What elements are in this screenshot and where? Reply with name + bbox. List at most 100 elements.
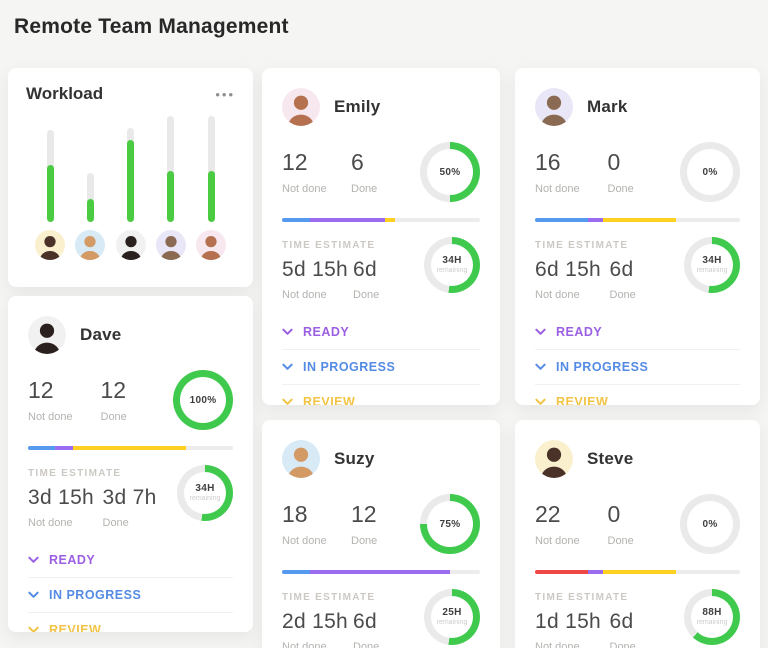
- section-in-progress[interactable]: IN PROGRESS: [282, 349, 480, 384]
- section-review[interactable]: REVIEW: [535, 384, 740, 405]
- section-in-progress[interactable]: IN PROGRESS: [535, 349, 740, 384]
- remaining-text: remaining: [436, 267, 468, 274]
- member-header: Steve: [535, 440, 740, 478]
- done-count: 0: [607, 149, 621, 175]
- done-label: Done: [353, 641, 380, 648]
- not-done-label: Not done: [535, 183, 580, 195]
- workload-bar-column: [74, 116, 106, 260]
- done-label: Done: [607, 183, 634, 195]
- time-estimate-label: TIME ESTIMATE: [28, 468, 122, 479]
- done-stat: 12 Done: [101, 377, 174, 423]
- time-not-done-stat: 6d 15h Not done: [535, 258, 610, 301]
- status-progress-bar: [535, 570, 740, 574]
- section-label: IN PROGRESS: [303, 360, 396, 374]
- member-header: Dave: [28, 316, 233, 354]
- not-done-count: 22: [535, 501, 561, 527]
- ring-percent: 50%: [439, 166, 461, 178]
- time-done-stat: 6d Done: [610, 258, 685, 301]
- avatar: [35, 230, 65, 260]
- avatar: [196, 230, 226, 260]
- member-name: Dave: [80, 325, 122, 344]
- time-not-done-value: 3d 15h: [28, 486, 95, 509]
- chevron-down-icon: [28, 626, 39, 632]
- not-done-label: Not done: [28, 411, 73, 423]
- done-stat: 0 Done: [608, 501, 681, 547]
- status-progress-bar: [282, 570, 480, 574]
- section-ready[interactable]: READY: [28, 543, 233, 577]
- task-stats-row: 22 Not done 0 Done 0%: [535, 494, 740, 554]
- time-remaining-ring: 88H remaining: [684, 588, 740, 645]
- status-progress-bar: [535, 218, 740, 222]
- time-done-value: 3d 7h: [102, 486, 157, 509]
- avatar: [115, 230, 146, 260]
- time-not-done-value: 1d 15h: [535, 610, 602, 633]
- remaining-hours: 88H: [702, 607, 722, 618]
- chevron-down-icon: [28, 591, 39, 598]
- time-done-stat: 6d Done: [353, 610, 424, 648]
- remaining-hours: 25H: [442, 607, 462, 618]
- avatar: [28, 316, 66, 354]
- member-card-steve: Steve 22 Not done 0 Done 0% TIME ESTIMAT…: [515, 420, 760, 648]
- remaining-text: remaining: [696, 619, 728, 626]
- not-done-label: Not done: [282, 183, 327, 195]
- done-label: Done: [102, 517, 129, 529]
- avatar: [282, 440, 320, 478]
- task-stats-row: 12 Not done 12 Done 100%: [28, 370, 233, 430]
- workload-title: Workload: [26, 84, 104, 103]
- not-done-count: 18: [282, 501, 308, 527]
- section-label: REVIEW: [303, 395, 356, 405]
- time-done-value: 6d: [609, 610, 634, 633]
- not-done-label: Not done: [535, 641, 580, 648]
- time-remaining-ring: 34H remaining: [424, 236, 480, 293]
- section-label: READY: [556, 325, 603, 339]
- avatar: [75, 230, 106, 260]
- member-header: Mark: [535, 88, 740, 126]
- remaining-hours: 34H: [195, 483, 215, 494]
- time-not-done-stat: 2d 15h Not done: [282, 610, 353, 648]
- section-label: IN PROGRESS: [556, 360, 649, 374]
- section-label: READY: [49, 553, 96, 567]
- section-label: REVIEW: [556, 395, 609, 405]
- chevron-down-icon: [282, 363, 293, 370]
- done-label: Done: [100, 411, 127, 423]
- section-ready[interactable]: READY: [535, 315, 740, 349]
- remaining-hours: 34H: [702, 255, 722, 266]
- time-done-stat: 6d Done: [610, 610, 685, 648]
- avatar: [155, 230, 186, 260]
- section-in-progress[interactable]: IN PROGRESS: [28, 577, 233, 612]
- section-label: REVIEW: [49, 623, 102, 632]
- status-sections: READY IN PROGRESS REVIEW: [282, 315, 480, 405]
- not-done-label: Not done: [535, 289, 580, 301]
- time-estimate-label: TIME ESTIMATE: [282, 240, 376, 251]
- status-sections: READY IN PROGRESS REVIEW: [28, 543, 233, 632]
- time-done-value: 6d: [353, 610, 377, 633]
- not-done-label: Not done: [28, 517, 73, 529]
- workload-bar-column: [34, 116, 66, 260]
- time-not-done-stat: 3d 15h Not done: [28, 486, 103, 529]
- time-done-value: 6d: [609, 258, 634, 281]
- time-done-stat: 3d 7h Done: [103, 486, 178, 529]
- tasks-progress-ring: 75%: [420, 494, 480, 554]
- more-options-icon[interactable]: •••: [215, 86, 235, 102]
- ring-percent: 75%: [439, 518, 461, 530]
- not-done-stat: 18 Not done: [282, 501, 351, 547]
- not-done-stat: 22 Not done: [535, 501, 608, 547]
- ring-percent: 0%: [702, 166, 718, 178]
- chevron-down-icon: [535, 398, 546, 405]
- not-done-count: 12: [282, 149, 308, 175]
- time-remaining-ring: 34H remaining: [177, 464, 233, 521]
- section-review[interactable]: REVIEW: [28, 612, 233, 632]
- tasks-progress-ring: 0%: [680, 142, 740, 202]
- member-name: Suzy: [334, 449, 375, 468]
- time-not-done-value: 5d 15h: [282, 258, 349, 281]
- status-sections: READY IN PROGRESS REVIEW: [535, 315, 740, 405]
- done-label: Done: [607, 535, 634, 547]
- remaining-text: remaining: [189, 495, 221, 502]
- section-ready[interactable]: READY: [282, 315, 480, 349]
- section-review[interactable]: REVIEW: [282, 384, 480, 405]
- done-label: Done: [353, 289, 380, 301]
- time-not-done-value: 2d 15h: [282, 610, 349, 633]
- not-done-label: Not done: [282, 535, 327, 547]
- member-card-dave: Dave 12 Not done 12 Done 100% TIME ESTIM…: [8, 296, 253, 632]
- not-done-label: Not done: [535, 535, 580, 547]
